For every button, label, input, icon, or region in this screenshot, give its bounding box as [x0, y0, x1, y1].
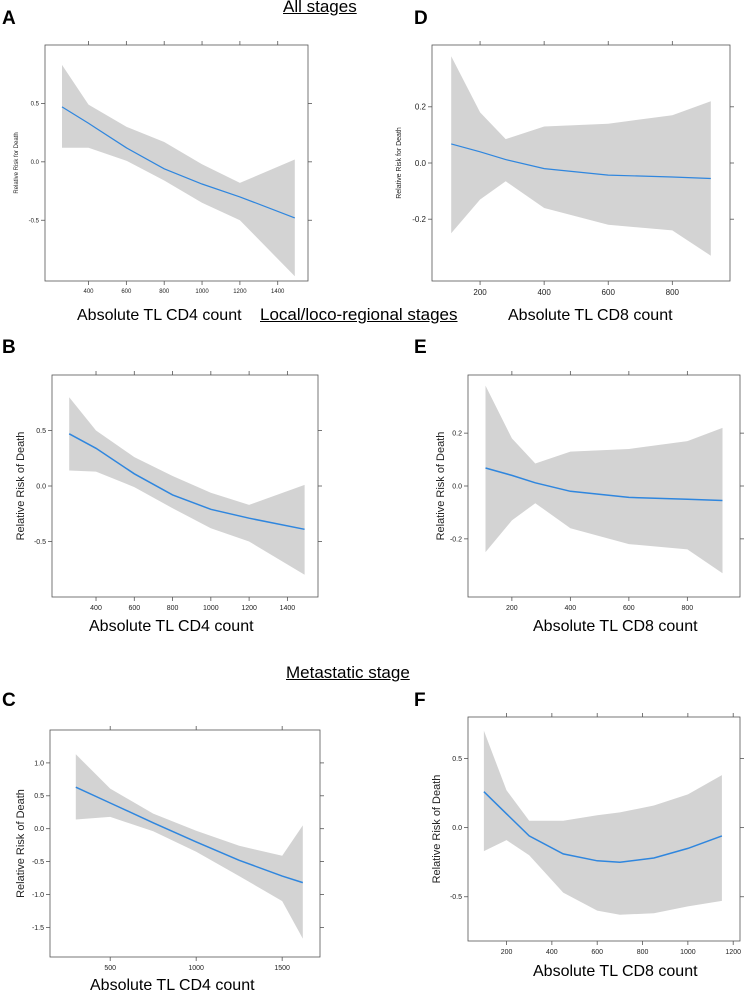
panel-letter-b: B — [2, 337, 16, 358]
panel-b-confidence-band — [69, 397, 305, 575]
panel-a-x-tick-label: 800 — [159, 289, 170, 295]
panel-d-y-axis-title: Relative Risk for Death — [396, 127, 403, 199]
chart-panel-c: 500 1000 1500 1.0 0.5 0.0 -0.5 -1.0 -1.5 Relative… — [15, 726, 324, 972]
panel-e-x-tick-label: 200 — [506, 605, 518, 612]
chart-panel-b: 400 600 800 1000 1200 1400 0.5 0.0 -0.5 Relative … — [15, 371, 322, 612]
panel-e-y-axis-title: Relative Risk of Death — [435, 432, 447, 541]
panel-a-y-tick-label: 0.0 — [31, 160, 40, 166]
panel-letter-a: A — [2, 8, 16, 29]
panel-c-y-tick-label: 1.0 — [34, 760, 44, 767]
panel-e-x-tick-label: 600 — [623, 605, 635, 612]
panel-d-x-tick-label: 400 — [537, 288, 551, 297]
panel-c-y-tick-label: 0.5 — [34, 793, 44, 800]
panel-f-frame — [467, 716, 741, 942]
panel-c-frame — [49, 729, 321, 958]
panel-d-x-tick-label: 200 — [473, 288, 487, 297]
panel-d-y-tick-label: 0.0 — [415, 159, 427, 168]
panel-b-y-axis-title: Relative Risk of Death — [15, 432, 27, 541]
panel-f-y-tick-label: -0.5 — [450, 894, 462, 901]
panel-f-x-tick-label: 200 — [501, 949, 513, 956]
panel-c-y-tick-label: 0.0 — [34, 826, 44, 833]
panel-d-y-tick-label: -0.2 — [412, 215, 426, 224]
panel-d-x-tick-label: 600 — [602, 288, 616, 297]
panel-b-x-tick-label: 800 — [167, 605, 179, 612]
panel-e-y-tick-label: 0.2 — [452, 431, 462, 438]
chart-panel-d: 200 400 600 800 0.2 0.0 -0.2 Relative Risk for … — [396, 41, 734, 297]
panel-d-fit-line — [451, 143, 711, 180]
panel-b-x-tick-label: 1000 — [203, 605, 219, 612]
panel-letter-d: D — [414, 8, 428, 29]
panel-c-y-tick-label: -1.0 — [32, 892, 44, 899]
panel-b-y-tick-label: 0.5 — [36, 428, 46, 435]
panel-f-x-tick-label: 1000 — [680, 949, 696, 956]
panel-f-y-tick-label: 0.0 — [452, 825, 462, 832]
panel-b-x-tick-label: 1200 — [241, 605, 257, 612]
section-title-local-stages: Local/loco-regional stages — [260, 305, 458, 324]
chart-panel-f: 200 400 600 800 1000 1200 0.5 0.0 -0.5 Relative R… — [431, 713, 744, 956]
panel-c-x-tick-label: 1500 — [274, 965, 290, 972]
panel-c-x-title: Absolute TL CD4 count — [90, 977, 255, 994]
panel-c-y-tick-label: -0.5 — [32, 859, 44, 866]
panel-f-x-tick-label: 600 — [591, 949, 603, 956]
panel-e-y-tick-label: 0.0 — [452, 483, 462, 490]
panel-c-y-axis-title: Relative Risk of Death — [15, 789, 27, 898]
panel-d-confidence-band — [451, 56, 711, 256]
panel-a-frame — [44, 44, 309, 282]
panel-a-x-tick-label: 1400 — [271, 289, 285, 295]
panel-a-x-tick-label: 400 — [84, 289, 95, 295]
panel-c-confidence-band — [75, 754, 303, 939]
panel-a-y-tick-label: 0.5 — [31, 102, 40, 108]
panel-a-x-tick-label: 1000 — [195, 289, 209, 295]
section-title-all-stages: All stages — [283, 0, 357, 16]
panel-b-y-tick-label: 0.0 — [36, 483, 46, 490]
panel-f-x-tick-label: 400 — [546, 949, 558, 956]
panel-a-y-tick-label: -0.5 — [29, 218, 40, 224]
panel-d-x-tick-label: 800 — [666, 288, 680, 297]
panel-a-fit-line — [61, 106, 296, 219]
panel-b-x-tick-label: 1400 — [280, 605, 296, 612]
panel-f-x-tick-label: 800 — [637, 949, 649, 956]
panel-letter-e: E — [414, 337, 427, 358]
panel-c-x-tick-label: 500 — [104, 965, 116, 972]
panel-b-x-tick-label: 600 — [128, 605, 140, 612]
panel-b-fit-line — [68, 433, 305, 531]
panel-f-confidence-band — [483, 730, 722, 915]
panel-a-confidence-band — [62, 64, 295, 277]
panel-e-x-title: Absolute TL CD8 count — [533, 618, 698, 635]
panel-f-x-tick-label: 1200 — [725, 949, 741, 956]
panel-a-y-axis-title: Relative Risk for Death — [14, 132, 20, 193]
panel-c-x-tick-label: 1000 — [188, 965, 204, 972]
panel-f-y-tick-label: 0.5 — [452, 756, 462, 763]
panel-b-y-tick-label: -0.5 — [34, 539, 46, 546]
panel-a-x-title: Absolute TL CD4 count — [77, 307, 242, 324]
section-title-metastatic-stage: Metastatic stage — [286, 663, 410, 682]
panel-letter-f: F — [414, 690, 426, 711]
panel-c-fit-line — [75, 786, 304, 884]
panel-f-x-title: Absolute TL CD8 count — [533, 963, 698, 980]
panel-d-x-title: Absolute TL CD8 count — [508, 307, 673, 324]
chart-panel-a: 400 600 800 1000 1200 1400 0.5 0.0 -0.5 Relative … — [14, 41, 312, 295]
panel-f-y-axis-title: Relative Risk of Death — [431, 775, 443, 884]
panel-e-y-tick-label: -0.2 — [450, 536, 462, 543]
panel-e-fit-line — [485, 467, 723, 502]
panel-e-confidence-band — [485, 385, 723, 574]
panel-c-y-tick-label: -1.5 — [32, 925, 44, 932]
panel-d-y-tick-label: 0.2 — [415, 103, 427, 112]
panel-f-fit-line — [483, 791, 723, 863]
panel-b-x-title: Absolute TL CD4 count — [89, 618, 254, 635]
panel-a-x-tick-label: 1200 — [233, 289, 247, 295]
panel-letter-c: C — [2, 690, 16, 711]
panel-b-x-tick-label: 400 — [90, 605, 102, 612]
panel-e-x-tick-label: 800 — [682, 605, 694, 612]
panel-e-x-tick-label: 400 — [565, 605, 577, 612]
panel-a-x-tick-label: 600 — [121, 289, 132, 295]
